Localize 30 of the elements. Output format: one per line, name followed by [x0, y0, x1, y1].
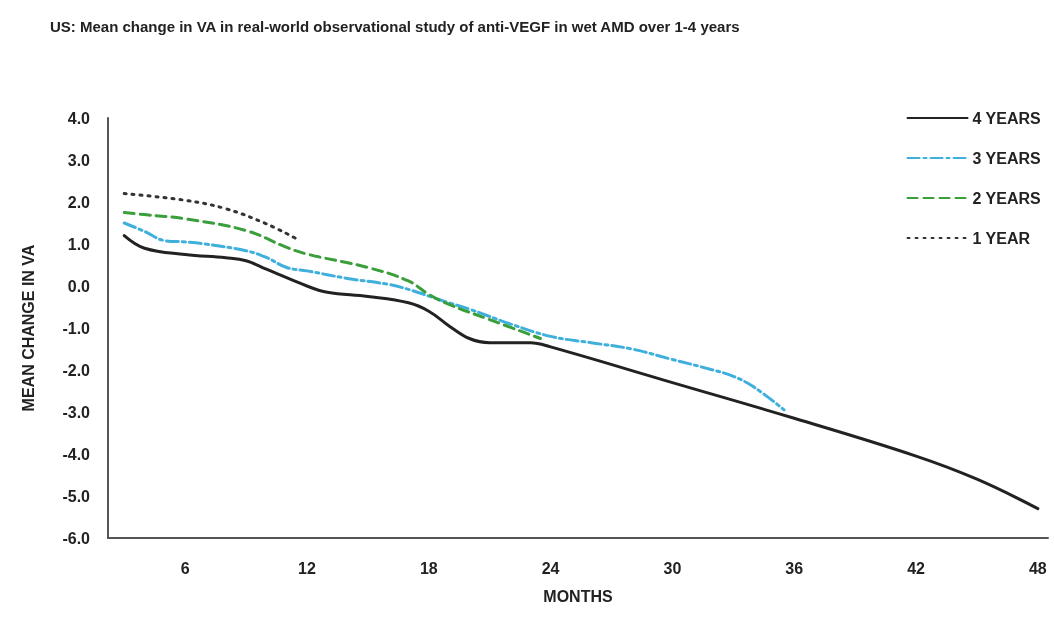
legend-label: 3 YEARS [972, 149, 1042, 167]
x-tick-label: 6 [180, 559, 190, 577]
chart-title: US: Mean change in VA in real-world observational study of anti-VEGF in wet AMD over 1-4 years [50, 18, 740, 35]
y-tick-label: 3.0 [67, 151, 91, 169]
y-tick-label: -2.0 [62, 361, 91, 379]
y-tick-label: -1.0 [62, 319, 91, 337]
line-series [122, 234, 1040, 511]
y-tick-label: -5.0 [62, 487, 91, 505]
x-tick-label: 12 [298, 559, 316, 577]
y-tick-label: -4.0 [62, 445, 91, 463]
y-tick-label: 2.0 [67, 193, 91, 211]
y-tick-label: -3.0 [62, 403, 91, 421]
legend-label: 4 YEARS [972, 109, 1042, 127]
x-tick-label: 24 [541, 559, 560, 577]
legend-label: 1 YEAR [972, 229, 1031, 247]
x-axis-title: MONTHS [543, 587, 613, 605]
x-tick-label: 36 [785, 559, 804, 577]
y-tick-label: -6.0 [62, 529, 91, 547]
y-tick-label: 0.0 [67, 277, 91, 295]
x-tick-label: 30 [663, 559, 682, 577]
y-tick-label: 4.0 [67, 109, 91, 127]
line-series [122, 211, 542, 340]
x-tick-label: 42 [907, 559, 926, 577]
x-tick-label: 18 [419, 559, 438, 577]
line-series [122, 221, 786, 412]
x-tick-label: 48 [1028, 559, 1047, 577]
y-axis-title: MEAN CHANGE IN VA [19, 244, 37, 412]
legend-label: 2 YEARS [972, 189, 1042, 207]
line-series [122, 192, 299, 241]
y-tick-label: 1.0 [67, 235, 91, 253]
